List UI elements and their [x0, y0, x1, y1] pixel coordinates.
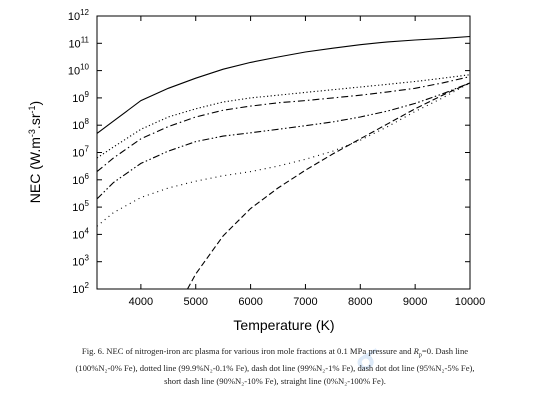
- y-tick-exponent: 7: [85, 145, 90, 154]
- x-tick-label: 7000: [293, 296, 317, 308]
- y-tick-base: 10: [72, 284, 84, 296]
- y-axis-title-end: ): [27, 101, 43, 106]
- y-tick-label: 103: [72, 254, 89, 269]
- caption-line-2: (100%N₂-0% Fe), dotted line (99.9%N₂-0.1…: [75, 363, 475, 374]
- caption-line-1: Fig. 6. NEC of nitrogen-iron arc plasma …: [4, 345, 546, 362]
- y-tick-base: 10: [72, 257, 84, 269]
- y-tick-exponent: 5: [85, 199, 90, 208]
- y-tick-base: 10: [72, 93, 84, 105]
- y-tick-base: 10: [68, 11, 80, 23]
- series-lines: [96, 35, 471, 290]
- caption-rp-subscript: p: [418, 352, 422, 359]
- caption-line-3: short dash line (90%N₂-10% Fe), straight…: [164, 375, 386, 386]
- y-axis-title-exp1: -3: [27, 129, 37, 137]
- x-tick-label: 10000: [455, 296, 486, 308]
- y-tick-exponent: 10: [80, 63, 89, 72]
- y-tick-label: 1010: [68, 63, 90, 78]
- y-tick-label: 1012: [68, 8, 90, 23]
- y-tick-label: 104: [72, 226, 89, 241]
- y-tick-exponent: 2: [85, 281, 90, 290]
- x-tick-label: 5000: [183, 296, 207, 308]
- caption-line-1-b: =0. Dash line: [421, 346, 469, 356]
- plot-frame: [96, 15, 471, 290]
- y-tick-exponent: 12: [80, 8, 89, 17]
- caption-rp-symbol: R: [413, 346, 419, 356]
- series-line-dash-dot: [96, 76, 471, 173]
- x-tick-label: 6000: [238, 296, 262, 308]
- y-tick-label: 107: [72, 145, 89, 160]
- x-tick-label: 4000: [129, 296, 153, 308]
- x-axis-title: Temperature (K): [233, 317, 334, 333]
- y-tick-exponent: 4: [85, 226, 90, 235]
- y-axis-title: NEC (W.m-3.sr-1): [27, 101, 43, 203]
- series-line-dash-dot-dot: [96, 82, 471, 200]
- y-tick-exponent: 6: [85, 172, 90, 181]
- y-tick-base: 10: [72, 202, 84, 214]
- y-tick-label: 105: [72, 199, 89, 214]
- y-axis-title-exp2: -1: [27, 105, 37, 113]
- y-tick-base: 10: [68, 38, 80, 50]
- x-tick-label: 8000: [348, 296, 372, 308]
- y-tick-label: 109: [72, 90, 89, 105]
- x-axis-ticks: 4000 5000 6000 7000 8000 9000 10000: [129, 16, 486, 308]
- y-tick-label: 108: [72, 117, 89, 132]
- y-tick-exponent: 9: [85, 90, 90, 99]
- series-line-dotted: [96, 74, 471, 159]
- x-tick-label: 9000: [403, 296, 427, 308]
- figure-caption: Fig. 6. NEC of nitrogen-iron arc plasma …: [4, 345, 546, 387]
- caption-line-1-a: Fig. 6. NEC of nitrogen-iron arc plasma …: [81, 346, 414, 356]
- y-tick-label: 1011: [68, 35, 89, 50]
- y-tick-base: 10: [72, 175, 84, 187]
- y-axis-title-mid: .sr: [27, 113, 43, 129]
- y-tick-base: 10: [68, 66, 80, 78]
- y-tick-label: 106: [72, 172, 89, 187]
- y-tick-exponent: 8: [85, 117, 90, 126]
- series-line-short-dash: [96, 82, 471, 227]
- y-tick-base: 10: [72, 120, 84, 132]
- y-tick-label: 102: [72, 281, 89, 296]
- y-tick-base: 10: [72, 229, 84, 241]
- y-tick-exponent: 11: [81, 35, 90, 44]
- y-tick-base: 10: [72, 148, 84, 160]
- y-axis-title-main: NEC (W.m: [27, 137, 43, 203]
- series-line-long-dash: [187, 82, 471, 290]
- series-line-solid: [96, 35, 471, 134]
- y-tick-exponent: 3: [85, 254, 90, 263]
